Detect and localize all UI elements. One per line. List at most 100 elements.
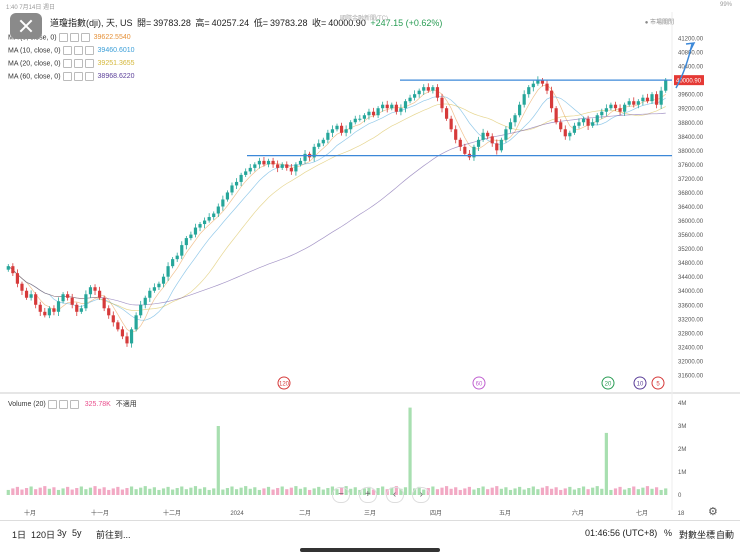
gear-icon[interactable] [69,33,79,42]
volume-bar [490,487,494,495]
market-status-text: 市場關閉 [649,20,674,26]
candle [116,322,120,330]
volume-bar [152,487,156,495]
gear-icon[interactable] [73,72,83,81]
volume-bar [129,486,134,495]
range-1d-button[interactable]: 1日 [12,530,27,540]
candle [66,294,70,298]
price-chart[interactable]: 41200.0040800.0040400.0040000.0039600.00… [0,0,740,520]
volume-bar [604,432,608,495]
volume-bar [216,426,220,495]
volume-bar [244,486,248,495]
price-tick-label: 37600.00 [678,163,704,169]
volume-bar [79,486,83,495]
candle [266,160,271,165]
range-120d-button[interactable]: 120日 [31,530,56,540]
volume-bar [609,489,613,495]
candle [376,108,380,116]
close-icon[interactable] [80,33,90,42]
volume-bar [271,489,275,495]
candle [230,185,234,193]
eye-icon[interactable] [62,59,72,68]
high-label: 高= [195,18,210,28]
volume-bar [134,489,138,495]
candle [24,290,29,298]
volume-bar [148,488,152,495]
close-icon[interactable] [84,72,94,81]
close-icon[interactable] [69,399,79,409]
volume-tick-label: 1M [678,470,686,476]
candle [600,111,604,116]
volume-bar [20,489,24,495]
candle [189,234,193,239]
goto-button[interactable]: 前往到... [96,530,131,540]
candle [344,129,348,133]
candle [129,329,134,344]
volume-bar [248,488,252,495]
news-overlay[interactable]: 國際金融新聞(TC) [340,16,388,22]
volume-bar [581,486,586,495]
candle [358,118,362,120]
settings-icon[interactable]: ⚙ [708,506,718,518]
candle [107,308,111,316]
zoom-in-button[interactable]: + [358,487,377,503]
volume-bar [435,489,440,495]
bottom-toolbar: 1日 120日 3y 5y 前往到... 01:46:56 (UTC+8) % … [0,520,740,545]
candle [216,206,220,214]
volume-bar [47,488,51,495]
candle [458,139,462,147]
scroll-left-button[interactable]: ‹ [385,487,404,503]
gear-icon[interactable] [73,59,83,68]
eye-icon[interactable] [58,33,68,42]
close-button[interactable] [10,13,42,39]
symbol-name[interactable]: 道瓊指數(dji), 天, US [50,18,133,28]
candle [417,90,421,95]
candle [463,146,467,154]
close-icon[interactable] [84,59,94,68]
volume-bar [308,489,312,495]
close-icon[interactable] [84,46,94,55]
range-5y-button[interactable]: 5y [72,528,82,538]
candle [586,118,590,126]
ma-row-10[interactable]: MA (10, close, 0) 39460.6010 [8,46,135,55]
volume-bar [120,489,125,495]
candle [102,297,106,309]
volume-bar [659,489,663,495]
volume-bar [212,488,216,495]
ma-row-20[interactable]: MA (20, close, 0) 39251.3655 [8,59,135,68]
candle [399,108,403,112]
ma-10-label: MA (10, close, 0) [8,47,61,55]
period-marker-label: 5 [656,382,660,388]
eye-icon[interactable] [62,72,72,81]
candle [636,101,640,105]
eye-icon[interactable] [62,46,72,55]
gear-icon[interactable] [73,46,83,55]
candle [591,122,595,126]
candle [262,160,266,165]
ma-60-label: MA (60, close, 0) [8,73,61,81]
candle [180,245,184,256]
candle [139,304,143,316]
candle [390,104,394,109]
x-axis-label: 2024 [230,511,244,517]
ma-row-60[interactable]: MA (60, close, 0) 38968.6220 [8,72,135,81]
candle [609,104,613,109]
zoom-out-button[interactable]: − [332,487,350,503]
volume-bar [403,487,408,495]
scroll-right-button[interactable]: › [412,487,431,503]
log-toggle[interactable]: 對數坐標 [679,530,716,540]
candle [207,217,211,221]
candle [454,129,458,140]
range-3y-button[interactable]: 3y [57,528,67,538]
candle [294,164,298,172]
eye-icon[interactable] [47,399,57,409]
x-axis-label: 十一月 [91,509,109,517]
volume-bar [75,488,79,495]
volume-bar [116,486,120,495]
percent-toggle[interactable]: % [664,528,673,538]
volume-bar [88,487,93,495]
period-marker [633,376,647,390]
auto-toggle[interactable]: 自動 [716,530,735,540]
volume-legend[interactable]: Volume (20) 325.78K 不適用 [8,399,137,409]
gear-icon[interactable] [58,399,68,409]
